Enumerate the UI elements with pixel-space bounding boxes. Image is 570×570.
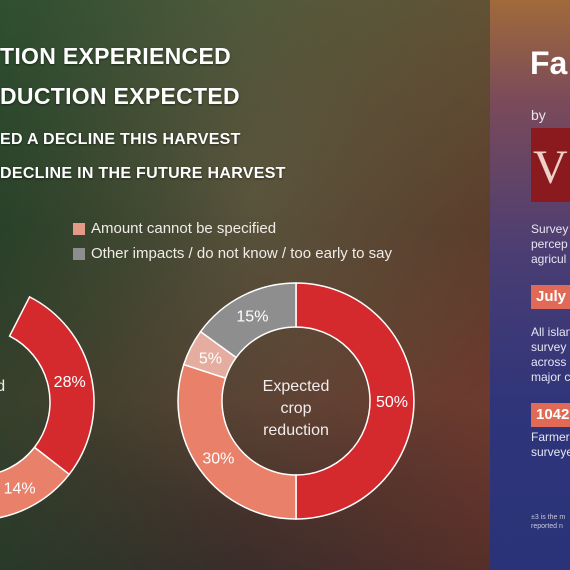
legend-label: Other impacts / do not know / too early … bbox=[91, 245, 392, 262]
donut-center-label: crop bbox=[280, 400, 311, 417]
legend-swatch bbox=[73, 222, 85, 235]
slice-value-label: 15% bbox=[236, 308, 268, 325]
count-badge: 1042 bbox=[531, 403, 570, 427]
headline-line-1: TION EXPERIENCED bbox=[0, 43, 232, 69]
donut-slice bbox=[199, 282, 297, 359]
slice-value-label: 5% bbox=[199, 350, 222, 367]
donut-center-label: Expected bbox=[263, 378, 330, 395]
slice-value-label: 50% bbox=[376, 394, 408, 411]
legend-item-other-impacts: Other impacts / do not know / too early … bbox=[73, 245, 392, 262]
donut-chart-left: 28%14%2%ctedon bbox=[0, 295, 95, 519]
donut-center-label: cted bbox=[0, 378, 5, 395]
count-text-line: surveye bbox=[531, 445, 570, 459]
donut-slice bbox=[177, 363, 297, 520]
publisher-logo: V bbox=[531, 128, 570, 202]
survey-text-line: agricul bbox=[531, 252, 567, 266]
slice-value-label: 28% bbox=[54, 374, 86, 391]
donut-slice bbox=[0, 446, 71, 519]
scope-text-line: major c bbox=[531, 370, 570, 384]
slice-value-label: 14% bbox=[4, 481, 36, 498]
headline-line-2: DUCTION EXPECTED bbox=[0, 83, 240, 109]
legend-item-amount-unspecified: Amount cannot be specified bbox=[73, 220, 276, 237]
legend-swatch bbox=[73, 247, 85, 260]
donut-center-label: reduction bbox=[263, 422, 329, 439]
slice-value-label: 30% bbox=[202, 450, 234, 467]
headline-line-4: DECLINE IN THE FUTURE HARVEST bbox=[0, 165, 286, 182]
scope-text-line: All islan bbox=[531, 325, 570, 339]
footnote-line: ±3 is the m bbox=[531, 514, 566, 521]
legend-label: Amount cannot be specified bbox=[91, 220, 277, 237]
date-badge: July bbox=[531, 285, 570, 309]
logo-letter: V bbox=[533, 141, 568, 194]
panel-by-label: by bbox=[531, 107, 546, 123]
donut-chart-right: 50% 30% 5% 15% Expected crop reduction bbox=[177, 282, 415, 520]
headline-line-3: ED A DECLINE THIS HARVEST bbox=[0, 131, 241, 148]
count-text-line: Farmer bbox=[531, 430, 570, 444]
scope-text-line: survey bbox=[531, 340, 567, 354]
survey-text-line: percep bbox=[531, 237, 568, 251]
panel-title: Fa bbox=[530, 45, 568, 81]
scope-text-line: across bbox=[531, 355, 567, 369]
donut-slice bbox=[295, 282, 415, 520]
survey-text-line: Survey bbox=[531, 222, 569, 236]
footnote-line: reported n bbox=[531, 523, 563, 530]
